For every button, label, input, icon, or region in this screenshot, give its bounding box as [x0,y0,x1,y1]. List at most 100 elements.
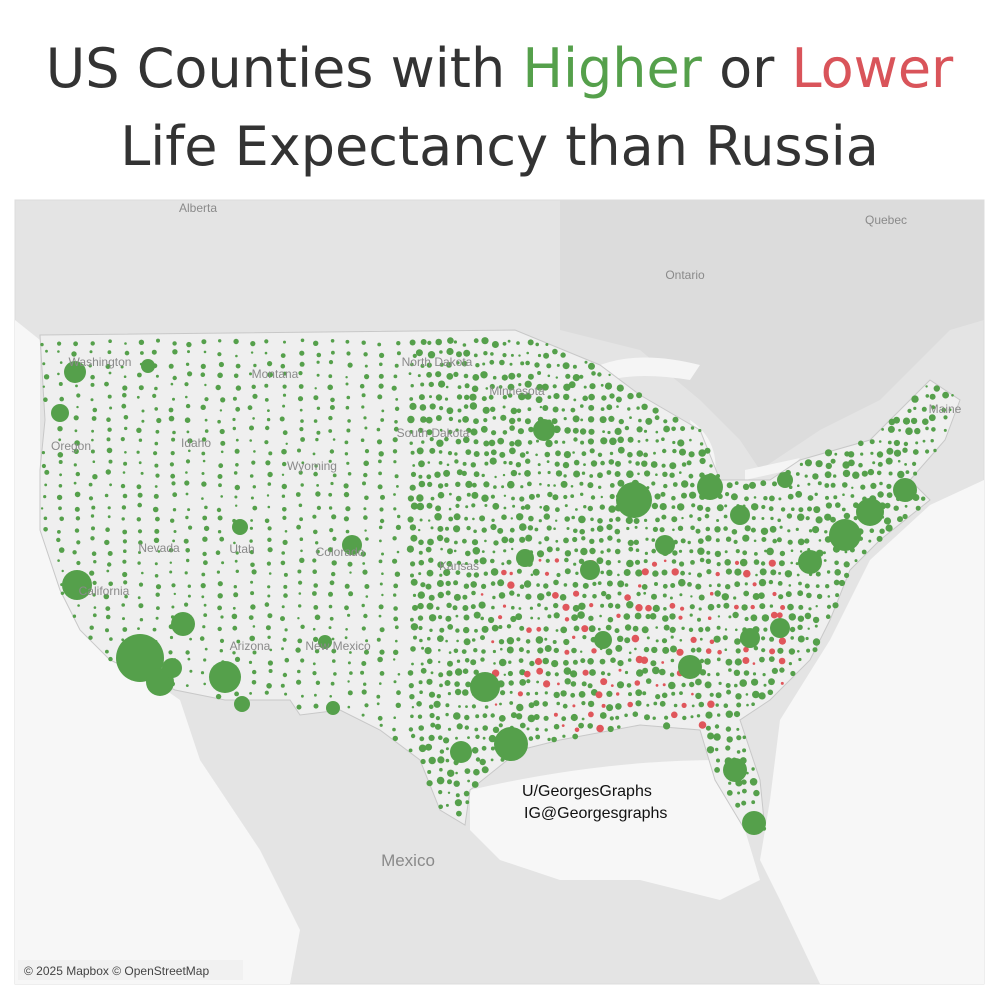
county-dot [606,404,613,411]
county-dot [812,647,818,653]
county-dot [643,429,648,433]
county-dot [490,558,495,564]
county-dot [662,646,670,654]
county-dot [185,548,190,553]
county-dot [506,646,514,654]
county-dot [644,714,650,721]
county-dot [501,569,507,576]
county-dot [379,582,383,586]
county-dot [363,352,368,357]
county-dot [735,648,741,654]
county-dot [137,596,141,600]
county-dot [537,353,542,358]
county-dot [805,636,809,641]
county-dot [670,635,674,639]
county-dot [437,756,445,764]
county-dot [392,735,398,742]
county-dot [500,647,503,651]
county-dot [313,419,318,423]
county-dot [218,361,224,368]
county-dot [753,559,760,565]
county-dot [490,406,496,412]
county-dot [679,471,682,474]
county-dot [420,667,427,674]
county-dot [588,625,596,633]
county-dot [282,672,288,678]
county-dot [560,626,568,634]
county-dot [499,451,506,458]
county-dot [281,448,287,455]
county-dot [651,561,658,567]
county-dot [536,680,539,684]
county-dot [737,791,741,795]
county-dot [601,590,607,597]
county-dot [760,480,767,487]
county-dot [393,583,399,589]
county-dot [827,595,831,598]
county-dot [313,340,319,346]
county-dot [921,406,927,412]
county-dot [869,439,875,445]
county-dot [780,507,786,512]
county-dot [331,350,335,355]
county-dot [418,480,426,488]
county-dot [454,459,459,464]
county-dot [393,460,397,464]
county-dot [301,694,304,698]
county-dot [73,448,79,454]
county-dot [588,711,594,718]
county-dot [491,624,499,632]
county-dot [878,440,882,443]
county-dot [562,734,566,738]
county-dot [858,440,864,447]
county-dot [443,737,450,744]
county-dot [108,371,112,375]
county-bubble [798,550,822,574]
county-dot [138,385,144,391]
county-dot [907,408,912,413]
title-line-1: US Counties with Higher or Lower [0,30,999,108]
county-dot [627,658,632,662]
county-dot [744,496,749,502]
county-dot [633,518,640,524]
county-dot [490,523,497,531]
county-dot [232,396,237,401]
county-dot [361,340,366,345]
map-label: North Dakota [402,355,473,369]
county-dot [109,637,113,641]
county-dot [250,351,254,354]
county-dot [806,648,811,653]
county-dot [204,647,208,651]
county-dot [905,470,910,474]
county-dot [768,579,774,585]
county-dot [615,644,623,652]
county-dot [734,683,738,688]
county-dot [734,638,741,645]
county-dot [519,669,526,676]
county-dot [516,408,522,414]
county-dot [484,461,489,466]
county-dot [814,492,818,496]
county-dot [527,714,536,723]
county-dot [546,460,550,463]
county-dot [691,704,695,708]
county-bubble [893,478,917,502]
county-dot [652,716,656,720]
county-dot [91,505,96,510]
county-dot [733,596,737,600]
county-dot [344,440,349,445]
county-dot [565,373,571,379]
county-dot [364,649,369,655]
county-dot [761,614,770,622]
county-dot [761,636,766,641]
county-dot [235,363,241,369]
county-dot [508,461,513,465]
county-dot [564,516,570,522]
county-dot [519,523,527,531]
county-dot [617,725,621,729]
county-dot [93,560,97,564]
county-dot [651,538,656,542]
county-dot [465,480,473,488]
county-dot [913,471,918,476]
county-dot [653,701,658,706]
